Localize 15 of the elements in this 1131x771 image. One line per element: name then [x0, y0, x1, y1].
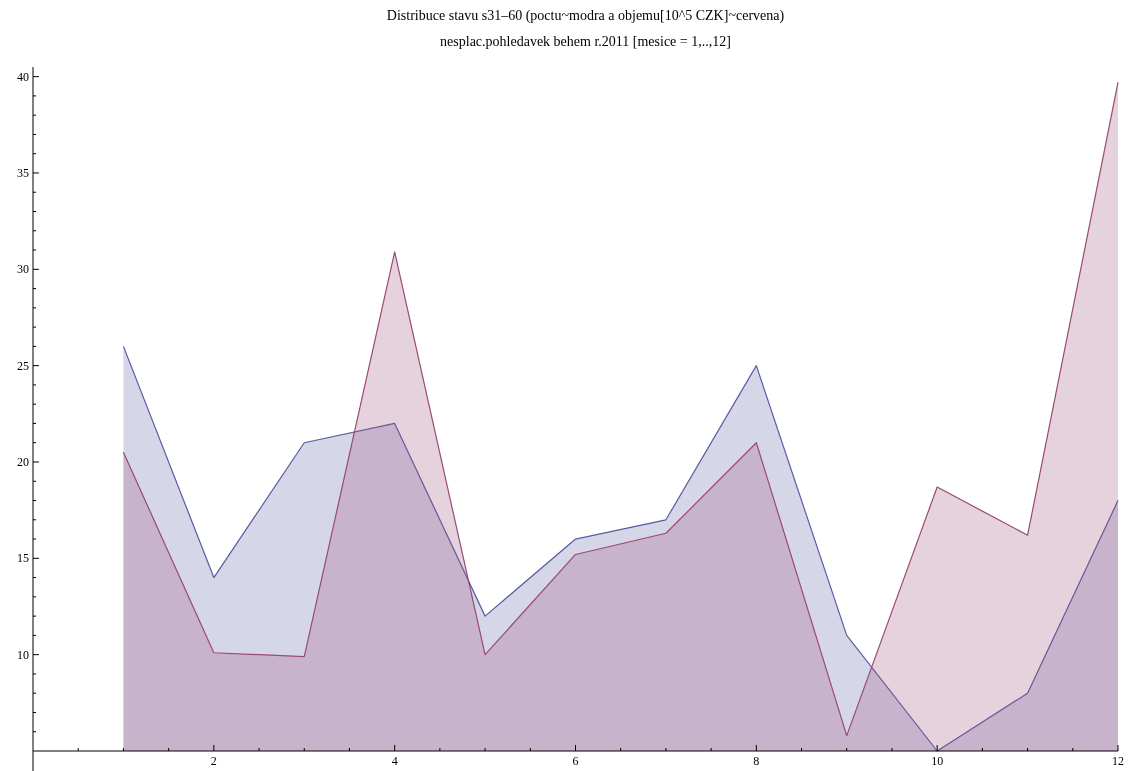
- y-tick-label: 10: [17, 647, 29, 662]
- x-tick-label: 2: [210, 754, 217, 768]
- x-tick-label: 12: [1112, 754, 1124, 768]
- y-tick-label: 30: [17, 262, 29, 277]
- x-tick-label: 10: [931, 754, 944, 768]
- x-tick-label: 8: [753, 754, 760, 768]
- chart-subtitle: nesplac.pohledavek behem r.2011 [mesice = 1,..,12]: [440, 34, 731, 49]
- x-tick-label: 6: [572, 754, 579, 768]
- y-tick-label: 15: [17, 551, 29, 566]
- y-tick-label: 35: [17, 165, 29, 180]
- y-tick-label: 40: [17, 69, 29, 84]
- chart-title: Distribuce stavu s31–60 (poctu~modra a objemu[10^5 CZK]~cervena): [386, 8, 785, 24]
- y-tick-label: 25: [17, 358, 29, 373]
- x-tick-label: 4: [391, 754, 398, 768]
- y-tick-label: 20: [17, 454, 29, 469]
